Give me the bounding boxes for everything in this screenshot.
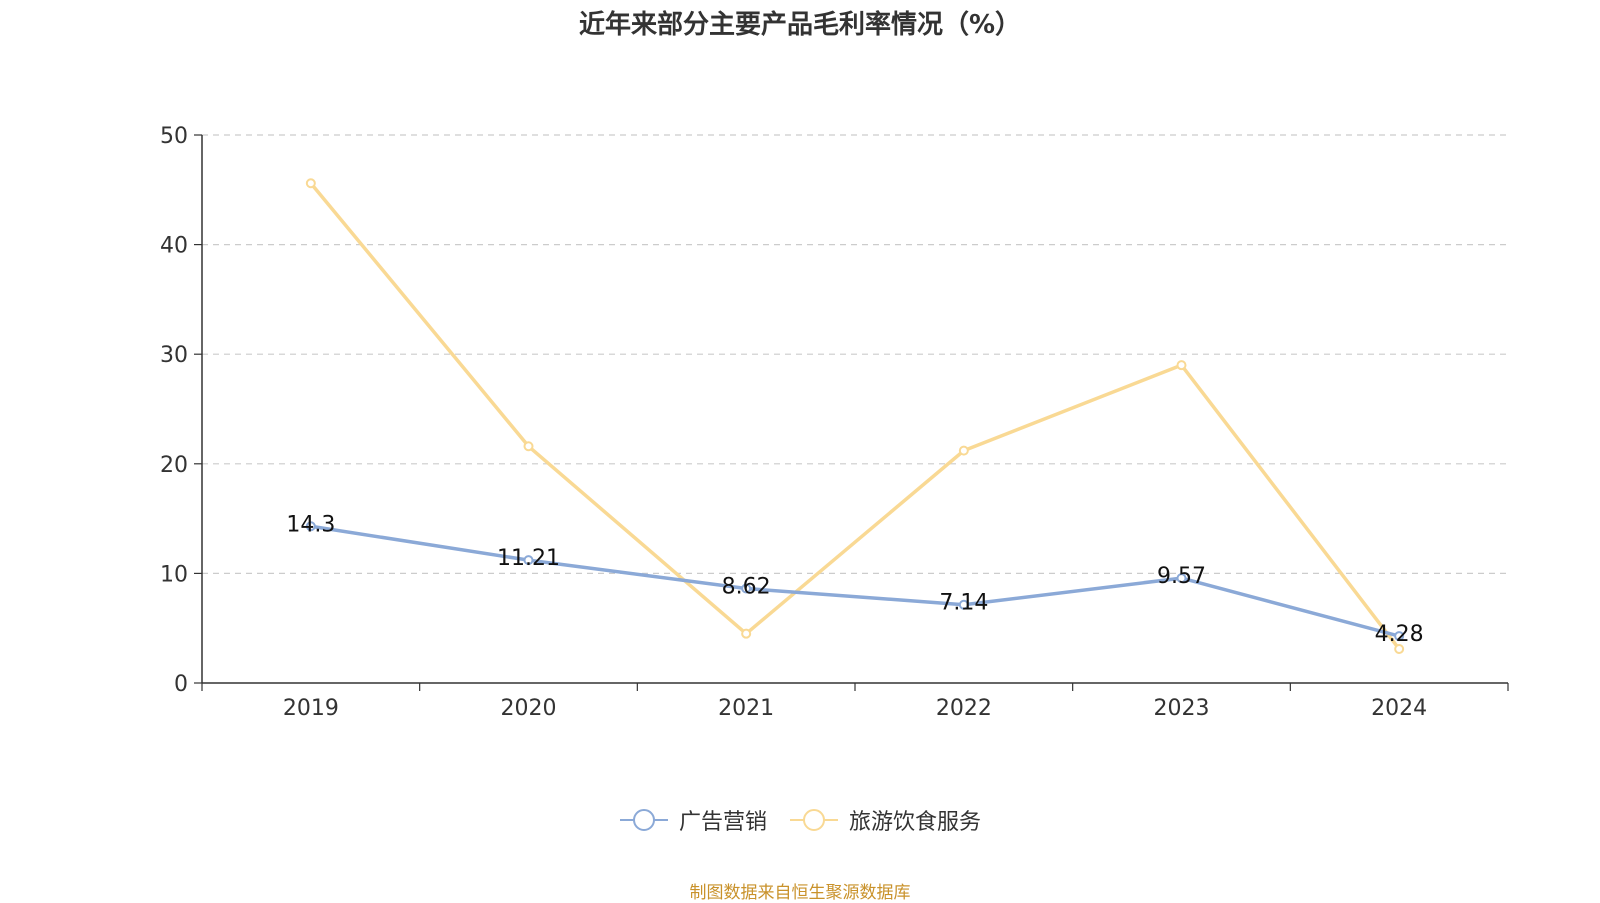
chart-title: 近年来部分主要产品毛利率情况（%） [578, 10, 1022, 40]
legend-marker-advertising-icon [619, 809, 668, 831]
series-line-0 [310, 524, 1400, 638]
legend-item-advertising[interactable]: 广告营销 [619, 804, 767, 836]
x-tick-label: 2024 [1371, 696, 1427, 721]
series-point-1 [958, 445, 969, 456]
x-tick-label: 2019 [283, 696, 339, 721]
series-point-1 [305, 178, 316, 189]
data-source-note: 制图数据来自恒生聚源数据库 [689, 883, 911, 903]
legend-marker-tourism-food-icon [790, 809, 838, 831]
series-point-0 [523, 555, 534, 566]
data-label: 9.57 [1157, 564, 1206, 589]
data-label: 11.21 [497, 546, 560, 571]
series-point-1 [741, 628, 752, 639]
x-tick-label: 2020 [501, 696, 557, 721]
y-tick-label: 10 [160, 562, 188, 587]
x-tick-label: 2022 [936, 696, 992, 721]
series-point-0 [305, 521, 316, 532]
data-label: 14.3 [286, 512, 335, 537]
y-tick-label: 0 [174, 672, 188, 697]
legend-item-tourism-food[interactable]: 旅游饮食服务 [789, 804, 981, 836]
series-line-1 [309, 182, 1401, 651]
x-tick-label: 2023 [1154, 696, 1210, 721]
series-point-1 [523, 441, 534, 452]
series-point-1 [1176, 360, 1187, 371]
y-tick-label: 40 [160, 234, 188, 259]
y-tick-label: 50 [160, 124, 188, 149]
series-point-0 [1394, 631, 1405, 642]
x-tick-label: 2021 [718, 696, 774, 721]
series-point-1 [1394, 644, 1405, 655]
data-label: 4.28 [1375, 622, 1424, 647]
series-point-0 [1176, 573, 1187, 584]
data-label: 7.14 [939, 591, 988, 616]
legend-label-advertising: 广告营销 [678, 810, 767, 835]
data-label: 8.62 [722, 575, 771, 600]
legend-label-tourism-food: 旅游饮食服务 [849, 810, 982, 835]
series-point-0 [958, 599, 969, 610]
series-point-0 [741, 583, 752, 594]
y-tick-label: 20 [160, 453, 188, 478]
y-tick-label: 30 [160, 343, 188, 368]
legend: 广告营销 旅游饮食服务 [0, 804, 1600, 836]
